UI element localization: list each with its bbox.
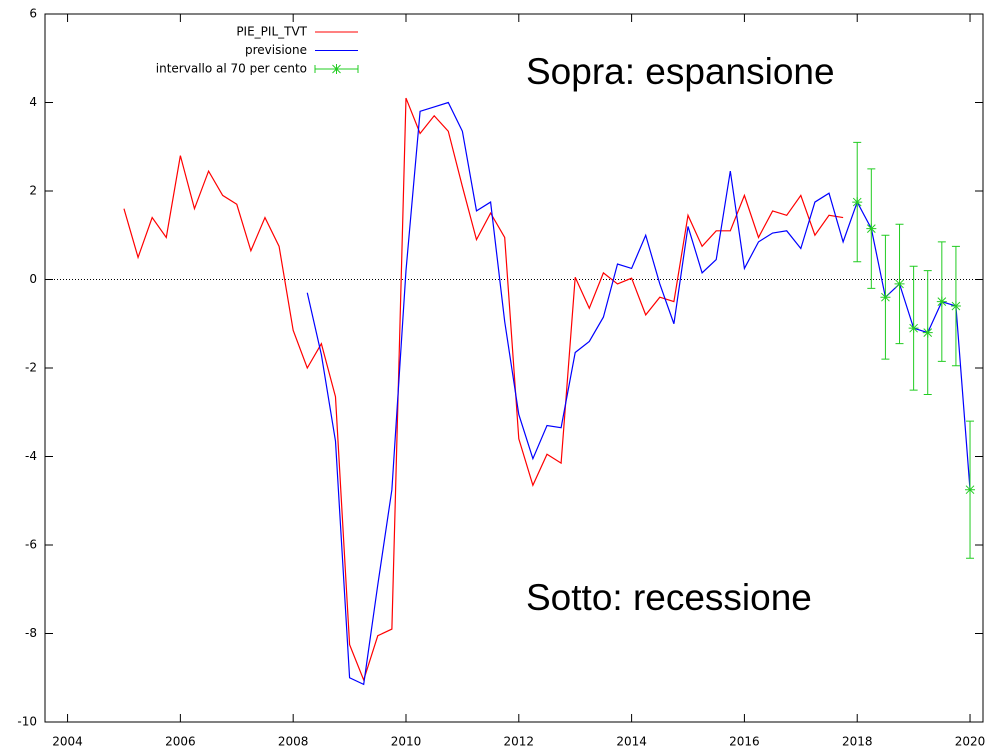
y-tick-label: -4 [25,449,37,463]
point [866,223,877,234]
point [908,323,919,334]
annotation: Sopra: espansione [526,51,835,92]
x-tick-label: 2012 [504,735,535,749]
legend-label: intervallo al 70 per cento [156,62,307,76]
x-tick-label: 2006 [165,735,196,749]
point [922,327,933,338]
y-tick-label: -8 [25,626,37,640]
y-tick-label: -10 [17,715,37,729]
point [950,301,961,312]
line [123,97,844,682]
x-tick-label: 2020 [955,735,986,749]
legend-label: previsione [245,43,307,57]
line [306,101,971,686]
legend-swatch [314,64,359,74]
y-tick-label: 0 [29,272,37,286]
point [936,296,947,307]
y-tick-label: -2 [25,361,37,375]
y-tick-label: 4 [29,95,37,109]
x-tick-label: 2016 [729,735,760,749]
x-tick-label: 2008 [278,735,309,749]
point [852,197,863,208]
point [965,484,976,495]
y-tick-label: -6 [25,538,37,552]
x-tick-label: 2010 [391,735,422,749]
x-tick-label: 2004 [52,735,83,749]
point [894,278,905,289]
point [880,292,891,303]
legend-label: PIE_PIL_TVT [236,25,307,39]
annotation: Sotto: recessione [526,577,812,618]
y-tick-label: 2 [29,184,37,198]
y-tick-label: 6 [29,7,37,21]
x-tick-label: 2018 [842,735,873,749]
x-tick-label: 2014 [616,735,647,749]
